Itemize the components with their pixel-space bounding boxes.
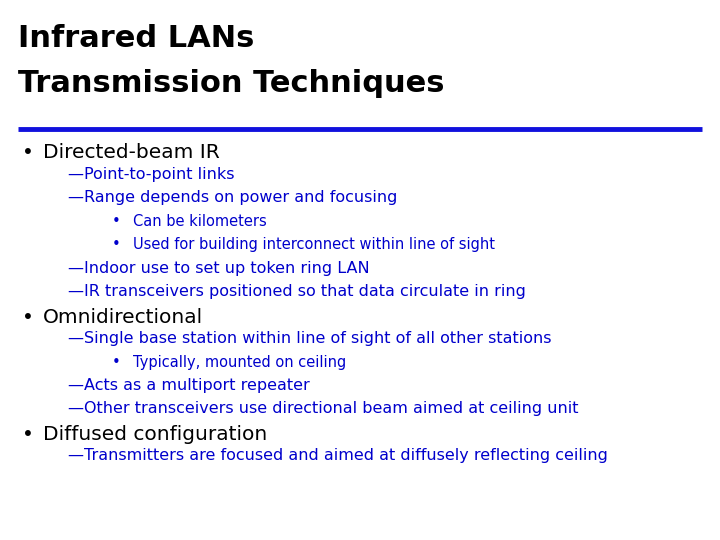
Text: Infrared LANs: Infrared LANs [18, 24, 254, 53]
Text: Used for building interconnect within line of sight: Used for building interconnect within li… [133, 237, 495, 252]
Text: Can be kilometers: Can be kilometers [133, 213, 267, 228]
Text: —Range depends on power and focusing: —Range depends on power and focusing [68, 190, 397, 205]
Text: Typically, mounted on ceiling: Typically, mounted on ceiling [133, 354, 346, 369]
Text: •: • [112, 213, 120, 228]
Text: —Indoor use to set up token ring LAN: —Indoor use to set up token ring LAN [68, 260, 370, 275]
Text: Diffused configuration: Diffused configuration [43, 425, 267, 444]
Text: —Single base station within line of sight of all other stations: —Single base station within line of sigh… [68, 331, 552, 346]
Text: —IR transceivers positioned so that data circulate in ring: —IR transceivers positioned so that data… [68, 284, 526, 299]
Text: •: • [22, 143, 33, 162]
Text: —Point-to-point links: —Point-to-point links [68, 166, 235, 181]
Text: Omnidirectional: Omnidirectional [43, 307, 203, 327]
Text: Transmission Techniques: Transmission Techniques [18, 69, 444, 98]
Text: Directed-beam IR: Directed-beam IR [43, 143, 220, 162]
Text: —Other transceivers use directional beam aimed at ceiling unit: —Other transceivers use directional beam… [68, 401, 579, 416]
Text: •: • [22, 307, 33, 327]
Text: —Transmitters are focused and aimed at diffusely reflecting ceiling: —Transmitters are focused and aimed at d… [68, 448, 608, 463]
Text: •: • [112, 354, 120, 369]
Text: •: • [112, 237, 120, 252]
Text: •: • [22, 425, 33, 444]
Text: —Acts as a multiport repeater: —Acts as a multiport repeater [68, 378, 310, 393]
